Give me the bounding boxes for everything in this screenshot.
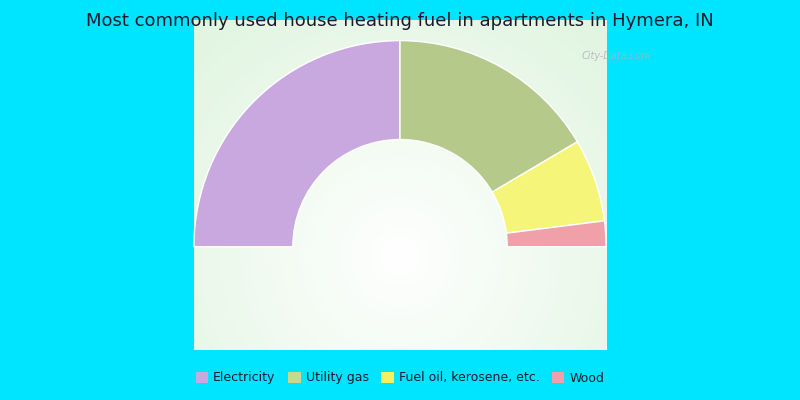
Wedge shape [506,221,606,247]
Text: Most commonly used house heating fuel in apartments in Hymera, IN: Most commonly used house heating fuel in… [86,12,714,30]
Text: City-Data.com: City-Data.com [582,51,651,61]
Legend: Electricity, Utility gas, Fuel oil, kerosene, etc., Wood: Electricity, Utility gas, Fuel oil, kero… [190,366,610,390]
Wedge shape [194,41,400,247]
Wedge shape [492,142,605,233]
Wedge shape [400,41,578,192]
